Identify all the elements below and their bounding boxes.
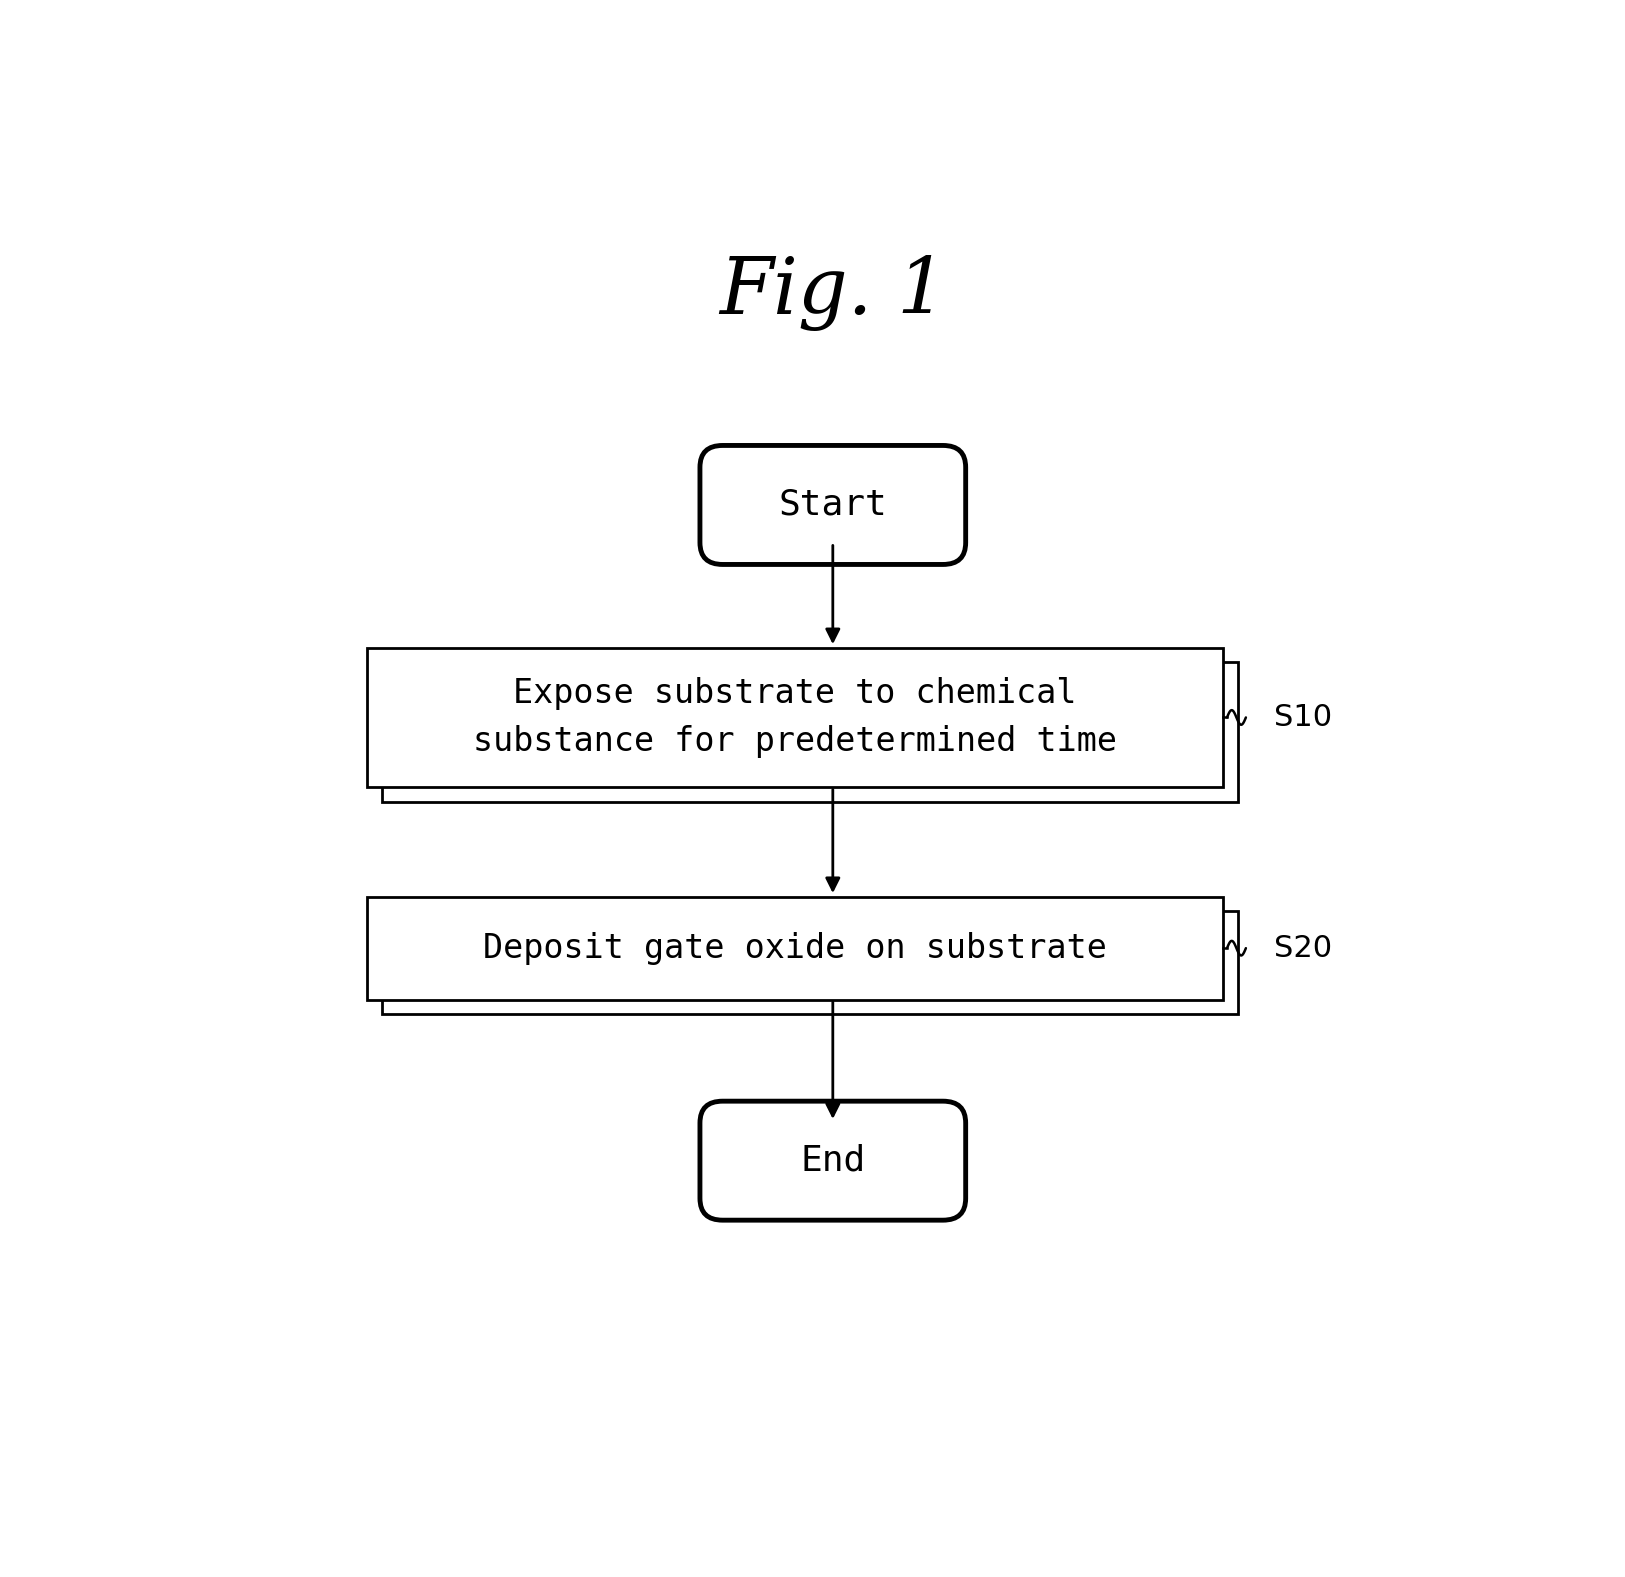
Text: Start: Start (778, 487, 887, 522)
Bar (367, 897, 1224, 1000)
Text: S20: S20 (1274, 934, 1332, 962)
Bar (382, 912, 1238, 1014)
Bar (367, 648, 1224, 787)
FancyBboxPatch shape (700, 1101, 965, 1221)
Text: End: End (800, 1143, 866, 1178)
FancyBboxPatch shape (700, 445, 965, 565)
Text: Deposit gate oxide on substrate: Deposit gate oxide on substrate (483, 932, 1107, 965)
Text: Fig. 1: Fig. 1 (718, 254, 947, 331)
Text: S10: S10 (1274, 703, 1332, 732)
Bar (382, 662, 1238, 801)
Text: Expose substrate to chemical
substance for predetermined time: Expose substrate to chemical substance f… (473, 677, 1116, 759)
